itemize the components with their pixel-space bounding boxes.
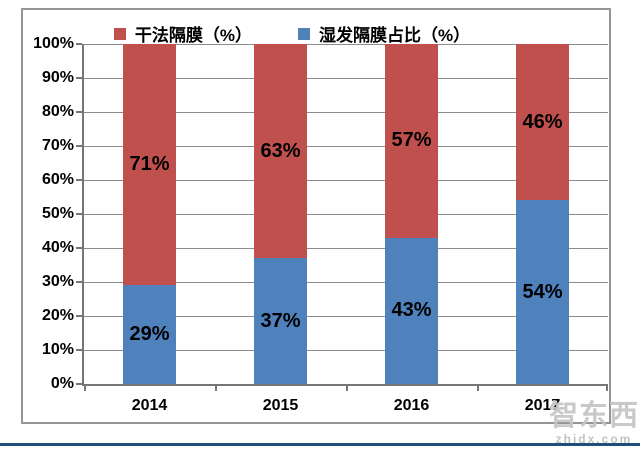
- y-axis-tick: [76, 315, 82, 317]
- y-axis-tick: [76, 111, 82, 113]
- y-axis-tick-label: 80%: [42, 103, 74, 121]
- bar-value-label: 29%: [129, 323, 169, 346]
- bar-segment-wet: 37%: [254, 258, 307, 384]
- bar-value-label: 46%: [522, 111, 562, 134]
- x-axis-labels: 2014201520162017: [84, 384, 608, 414]
- x-axis-category-label: 2016: [394, 397, 430, 415]
- watermark-url: zhidx.com: [549, 433, 639, 445]
- y-axis-labels: 0%10%20%30%40%50%60%70%80%90%100%: [23, 44, 76, 384]
- legend-swatch-dry: [114, 28, 126, 40]
- legend-item-wet: 湿发隔膜占比（%）: [298, 21, 470, 46]
- bar-segment-wet: 54%: [516, 200, 569, 384]
- bar-value-label: 37%: [260, 310, 300, 333]
- y-axis-tick: [76, 77, 82, 79]
- chart-page: 干法隔膜（%） 湿发隔膜占比（%） 0% 10% 20% 30% 40% 50% 60% 70…: [0, 0, 640, 455]
- bar-value-label: 63%: [260, 140, 300, 163]
- y-axis-tick: [76, 43, 82, 45]
- y-axis-tick-label: 100%: [33, 35, 74, 53]
- bar-value-label: 43%: [391, 299, 431, 322]
- y-axis-tick-label: 0%: [51, 375, 74, 393]
- bar-value-label: 54%: [522, 281, 562, 304]
- bar-segment-wet: 43%: [385, 238, 438, 384]
- watermark: 智东西 zhidx.com: [549, 402, 639, 445]
- x-axis-category-label: 2014: [132, 397, 168, 415]
- bar-segment-dry: 71%: [123, 44, 176, 285]
- bar-value-label: 57%: [391, 129, 431, 152]
- bar-segment-dry: 57%: [385, 44, 438, 238]
- y-axis-tick: [76, 247, 82, 249]
- y-axis-tick-label: 70%: [42, 137, 74, 155]
- y-axis-tick-label: 50%: [42, 205, 74, 223]
- bar-segment-dry: 63%: [254, 44, 307, 258]
- watermark-logo: 智东西: [549, 402, 639, 431]
- y-axis-tick-label: 40%: [42, 239, 74, 257]
- legend-item-dry: 干法隔膜（%）: [114, 21, 252, 46]
- y-axis-tick-label: 30%: [42, 273, 74, 291]
- y-axis-tick: [76, 349, 82, 351]
- legend-swatch-wet: [298, 28, 310, 40]
- y-axis-tick: [76, 281, 82, 283]
- bar-segment-wet: 29%: [123, 285, 176, 384]
- y-axis-tick-label: 60%: [42, 171, 74, 189]
- y-axis-tick: [76, 179, 82, 181]
- y-axis-tick: [76, 383, 82, 385]
- bar-value-label: 71%: [129, 153, 169, 176]
- bottom-divider-line: [0, 443, 640, 446]
- y-axis-tick-label: 20%: [42, 307, 74, 325]
- bar-segment-dry: 46%: [516, 44, 569, 200]
- legend-label-wet: 湿发隔膜占比（%）: [319, 21, 470, 46]
- legend-label-dry: 干法隔膜（%）: [135, 21, 252, 46]
- y-axis-tick-label: 10%: [42, 341, 74, 359]
- y-axis-tick-label: 90%: [42, 69, 74, 87]
- chart-frame: 干法隔膜（%） 湿发隔膜占比（%） 0% 10% 20% 30% 40% 50% 60% 70…: [21, 8, 611, 424]
- y-axis-tick: [76, 213, 82, 215]
- x-axis-category-label: 2015: [263, 397, 299, 415]
- legend: 干法隔膜（%） 湿发隔膜占比（%）: [0, 21, 585, 46]
- y-axis-tick: [76, 145, 82, 147]
- plot-area: 29% 71% 37% 63% 43% 57% 54% 46%: [84, 44, 608, 384]
